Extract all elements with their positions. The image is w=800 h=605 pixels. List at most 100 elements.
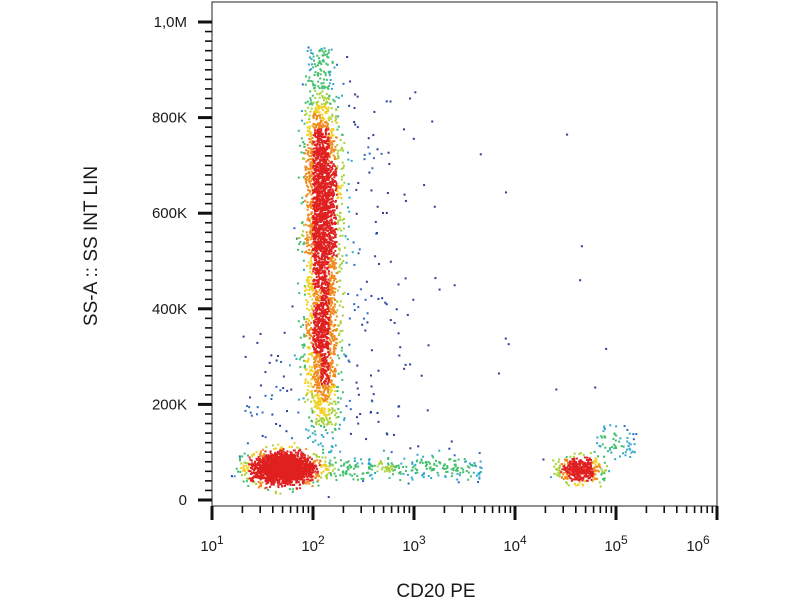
event-point <box>308 103 311 106</box>
event-point <box>313 314 316 317</box>
event-point <box>320 181 323 184</box>
event-point <box>335 167 338 170</box>
event-point <box>328 198 331 201</box>
event-point <box>329 203 332 206</box>
event-point <box>324 178 327 181</box>
event-point <box>477 472 480 475</box>
event-point <box>334 249 337 252</box>
event-point <box>312 255 315 258</box>
event-point <box>309 147 312 150</box>
event-point <box>323 302 326 305</box>
event-point <box>421 461 424 464</box>
event-point <box>297 282 300 285</box>
event-point <box>310 238 313 241</box>
event-point <box>310 63 313 66</box>
event-point <box>338 247 341 250</box>
event-point <box>346 238 349 241</box>
event-point <box>314 341 317 344</box>
event-point <box>420 474 423 477</box>
event-point <box>306 301 309 304</box>
event-point <box>317 327 320 330</box>
event-point <box>317 137 320 140</box>
event-point <box>322 451 325 454</box>
event-point <box>310 389 313 392</box>
event-point <box>315 146 318 149</box>
event-point <box>602 430 605 433</box>
event-point <box>363 153 366 156</box>
event-point <box>325 361 328 364</box>
event-point <box>328 159 331 162</box>
event-point <box>310 222 313 225</box>
event-point <box>357 182 360 185</box>
event-point <box>316 73 319 76</box>
event-point <box>293 227 296 230</box>
event-point <box>302 243 305 246</box>
event-point <box>337 192 340 195</box>
event-point <box>327 168 330 171</box>
event-point <box>307 216 310 219</box>
event-point <box>312 461 315 464</box>
event-point <box>307 429 310 432</box>
event-point <box>316 330 319 333</box>
event-point <box>306 360 309 363</box>
event-point <box>632 433 635 436</box>
event-point <box>315 143 318 146</box>
event-point <box>567 462 570 465</box>
event-point <box>319 287 322 290</box>
event-point <box>309 373 312 376</box>
event-point <box>308 330 311 333</box>
event-point <box>322 140 325 143</box>
event-point <box>308 127 311 130</box>
event-point <box>322 185 325 188</box>
event-point <box>311 370 314 373</box>
event-point <box>286 482 289 485</box>
event-point <box>243 468 246 471</box>
event-point <box>320 134 323 137</box>
event-point <box>308 69 311 72</box>
event-point <box>305 327 308 330</box>
event-point <box>301 83 304 86</box>
event-point <box>295 237 298 240</box>
event-point <box>565 470 568 473</box>
event-point <box>282 448 285 451</box>
event-point <box>311 342 314 345</box>
event-point <box>307 170 310 173</box>
event-point <box>304 368 307 371</box>
event-point <box>409 363 412 366</box>
event-point <box>325 169 328 172</box>
event-point <box>304 152 307 155</box>
event-point <box>376 148 379 151</box>
event-point <box>350 465 353 468</box>
event-point <box>354 123 357 126</box>
event-point <box>322 179 325 182</box>
event-point <box>256 474 259 477</box>
event-point <box>323 399 326 402</box>
event-point <box>343 217 346 220</box>
event-point <box>309 266 312 269</box>
event-point <box>305 472 308 475</box>
event-point <box>275 422 278 425</box>
event-point <box>305 482 308 485</box>
event-point <box>364 329 367 332</box>
event-point <box>322 217 325 220</box>
event-point <box>565 458 568 461</box>
event-point <box>610 451 613 454</box>
event-point <box>327 233 330 236</box>
event-point <box>304 199 307 202</box>
event-point <box>603 477 606 480</box>
event-point <box>310 152 313 155</box>
event-point <box>330 107 333 110</box>
event-point <box>326 229 329 232</box>
event-point <box>399 346 402 349</box>
event-point <box>325 247 328 250</box>
event-point <box>333 240 336 243</box>
event-point <box>309 90 312 93</box>
event-point <box>353 106 356 109</box>
event-point <box>312 84 315 87</box>
event-point <box>328 71 331 74</box>
event-point <box>603 472 606 475</box>
event-point <box>383 470 386 473</box>
event-point <box>317 168 320 171</box>
event-point <box>321 317 324 320</box>
event-point <box>270 482 273 485</box>
